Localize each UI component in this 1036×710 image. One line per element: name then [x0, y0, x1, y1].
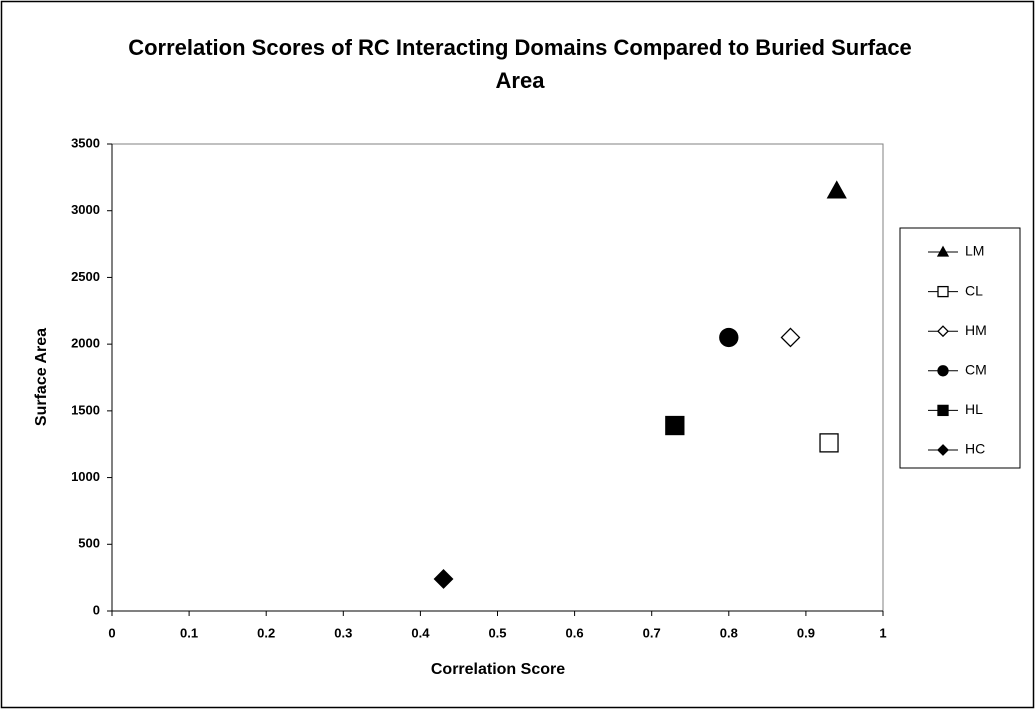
- legend-label: HC: [965, 441, 985, 457]
- y-tick-label: 3500: [71, 135, 100, 150]
- marker: [433, 569, 454, 589]
- marker: [826, 180, 847, 199]
- y-tick-label: 0: [93, 602, 100, 617]
- x-tick-label: 0.4: [411, 625, 430, 640]
- x-tick-label: 0.2: [257, 625, 275, 640]
- marker: [719, 327, 739, 348]
- x-tick-label: 0.5: [488, 625, 506, 640]
- x-tick-label: 0.6: [566, 625, 584, 640]
- legend-marker: [937, 404, 949, 417]
- marker: [780, 327, 801, 348]
- plot-area: [111, 143, 884, 612]
- legend-marker: [937, 365, 949, 377]
- legend-marker: [937, 285, 949, 298]
- legend-label: LM: [965, 243, 984, 259]
- x-tick-label: 0.1: [180, 625, 198, 640]
- marker: [665, 415, 685, 436]
- x-tick-label: 1: [879, 625, 886, 640]
- x-tick-label: 0: [108, 625, 115, 640]
- legend-label: CM: [965, 362, 987, 378]
- y-tick-label: 2000: [71, 336, 100, 351]
- y-tick-label: 1000: [71, 469, 100, 484]
- y-tick-label: 2500: [71, 269, 100, 284]
- x-tick-label: 0.7: [643, 625, 661, 640]
- x-axis-label: Correlation Score: [431, 661, 565, 678]
- chart-title: Correlation Scores of RC Interacting Dom…: [128, 35, 912, 93]
- legend-box: [899, 227, 1021, 469]
- marker: [819, 433, 839, 453]
- y-tick-label: 1500: [71, 402, 100, 417]
- legend-marker: [937, 325, 949, 338]
- legend-label: HL: [965, 401, 983, 417]
- legend-marker: [937, 444, 949, 456]
- x-tick-label: 0.3: [334, 625, 352, 640]
- x-tick-label: 0.9: [797, 625, 815, 640]
- y-tick-label: 3000: [71, 202, 100, 217]
- x-tick-label: 0.8: [720, 625, 738, 640]
- legend-label: CL: [965, 282, 983, 298]
- y-tick-label: 500: [78, 536, 100, 551]
- y-axis-label: Surface Area: [33, 328, 50, 426]
- legend-label: HM: [965, 322, 987, 338]
- legend-marker: [936, 245, 950, 257]
